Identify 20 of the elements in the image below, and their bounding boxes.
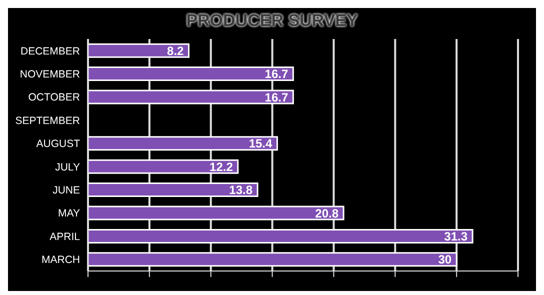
y-tick-label: APRIL bbox=[50, 230, 80, 243]
data-label: 20.8 bbox=[315, 206, 339, 220]
y-tick-label: AUGUST bbox=[36, 138, 81, 150]
data-label: 16.7 bbox=[264, 90, 288, 104]
data-label: 16.7 bbox=[264, 67, 288, 82]
y-tick-label: JULY bbox=[55, 161, 80, 174]
y-tick-label: JUNE bbox=[52, 184, 80, 197]
y-tick-label: DECEMBER bbox=[20, 45, 80, 58]
data-label: 8.2 bbox=[167, 44, 184, 58]
data-label: 30 bbox=[438, 252, 452, 267]
data-label: 31.3 bbox=[444, 229, 468, 244]
y-tick-label: OCTOBER bbox=[28, 92, 80, 104]
y-tick-label: MARCH bbox=[42, 254, 80, 266]
y-tick-label: NOVEMBER bbox=[20, 68, 80, 81]
chart-title: PRODUCER SURVEY bbox=[185, 10, 359, 32]
data-label: 12.2 bbox=[210, 160, 234, 174]
data-label: 13.8 bbox=[229, 183, 253, 198]
y-tick-label: SEPTEMBER bbox=[15, 114, 80, 127]
data-label: 15.4 bbox=[248, 136, 273, 151]
y-tick-label: MAY bbox=[58, 208, 80, 220]
